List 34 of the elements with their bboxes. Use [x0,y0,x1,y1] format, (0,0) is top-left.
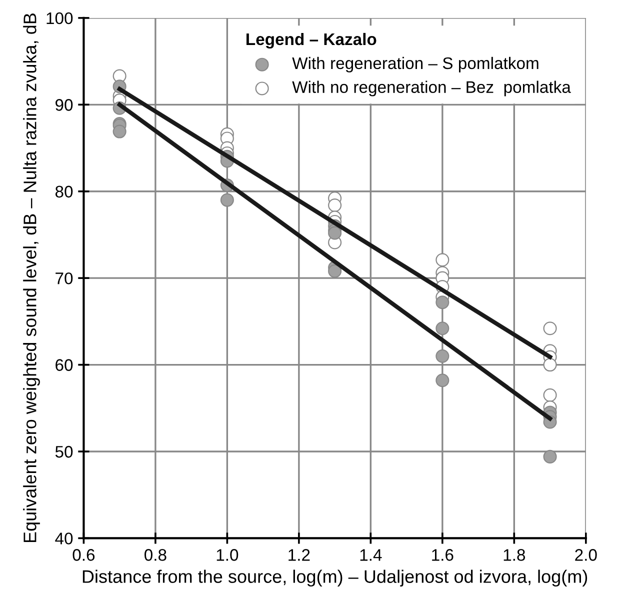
x-tick-label: 2.0 [575,549,597,561]
x-tick-label: 1.8 [504,549,526,561]
x-tick-label: 1.0 [216,549,238,561]
legend-title: Legend – Kazalo [246,32,376,49]
y-tick-label: 60 [56,359,73,371]
point [112,124,126,138]
y-tick-label: 50 [55,446,73,458]
x-tick-label: 1.2 [288,549,310,561]
legend-label: With no regeneration – Bez pomlatka [292,80,571,96]
y-tick-label: 80 [55,186,73,198]
point [543,450,557,464]
legend-label: With regeneration – S pomlatkom [292,56,538,72]
point [436,296,450,310]
y-tick-label: 70 [56,272,73,284]
x-tick-label: 0.8 [144,549,166,561]
y-axis-title: Equivalent zero weighted sound level, dB – Nulta razina zvuka, dB [23,14,40,542]
point [543,358,557,372]
point [436,349,450,363]
point [543,388,557,402]
point [328,264,342,278]
point [328,198,342,212]
x-axis-title: Distance from the source, log(m) – Udaljenost od izvora, log(m) [82,570,588,587]
y-tick-label: 100 [46,12,73,24]
x-tick-label: 1.4 [360,549,382,561]
x-tick-label: 0.6 [72,549,95,561]
y-tick-label: 90 [56,99,73,111]
point [328,226,342,240]
point [436,374,450,388]
point [436,322,450,336]
y-tick-label: 40 [55,532,73,544]
point [543,322,557,336]
point [220,193,234,207]
point [436,253,450,267]
x-tick-label: 1.6 [432,549,454,561]
